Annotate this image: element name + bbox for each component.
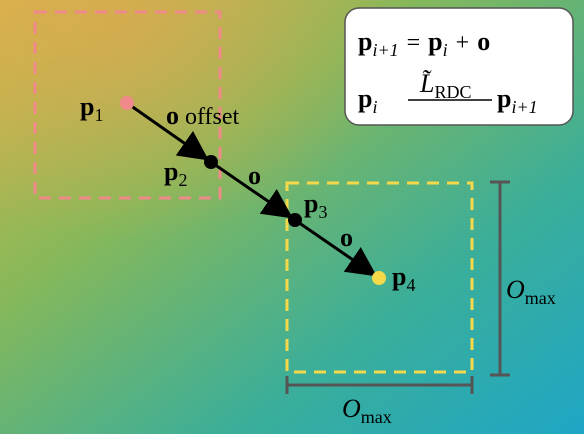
symbol: O xyxy=(506,275,525,304)
operator: = xyxy=(407,30,421,56)
subscript: i xyxy=(372,97,377,117)
subscript: RDC xyxy=(434,82,471,102)
subscript: max xyxy=(361,407,392,427)
symbol: p xyxy=(358,27,372,56)
point xyxy=(120,96,134,110)
symbol: o xyxy=(477,27,490,56)
subscript: max xyxy=(525,288,556,308)
symbol: p xyxy=(358,84,372,113)
diagram: p1 p2 p3 p4 ooffset o o pi+1=pi+o pi L̃R… xyxy=(0,0,584,434)
subscript: i xyxy=(443,40,448,60)
point xyxy=(288,213,302,227)
subscript: i+1 xyxy=(511,97,537,117)
page: p1 p2 p3 p4 ooffset o o pi+1=pi+o pi L̃R… xyxy=(0,0,584,434)
symbol: O xyxy=(342,394,361,423)
equation-box xyxy=(345,8,573,125)
symbol: p xyxy=(497,84,511,113)
symbol: p xyxy=(392,262,406,291)
subscript: 4 xyxy=(406,275,415,295)
symbol: o xyxy=(166,101,179,130)
operator: L̃ xyxy=(419,69,434,98)
symbol: p xyxy=(164,157,178,186)
symbol: p xyxy=(428,27,442,56)
subscript: 3 xyxy=(318,202,327,222)
vector-label: o xyxy=(248,161,261,190)
note: offset xyxy=(185,104,240,130)
operator: + xyxy=(456,30,470,56)
vector-label: o xyxy=(340,223,353,252)
subscript: 1 xyxy=(94,105,103,125)
symbol: p xyxy=(80,92,94,121)
point xyxy=(204,155,218,169)
point xyxy=(372,271,386,285)
subscript: 2 xyxy=(178,170,187,190)
subscript: i+1 xyxy=(372,40,398,60)
symbol: p xyxy=(304,189,318,218)
